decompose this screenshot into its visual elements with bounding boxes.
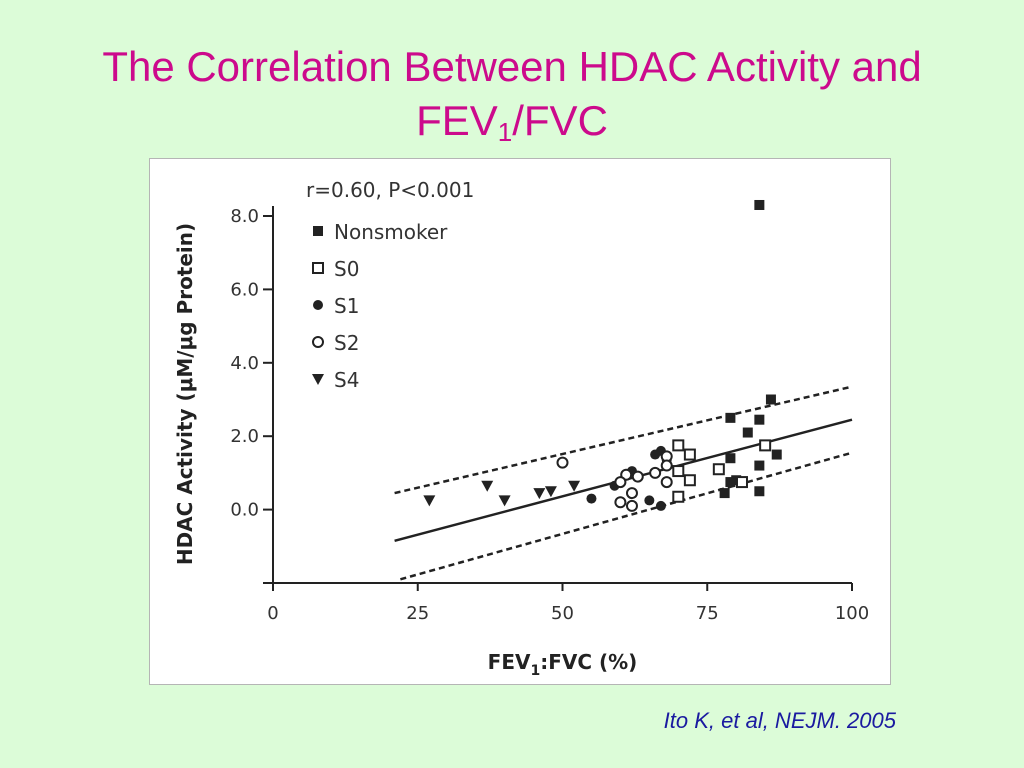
legend-marker-s4 <box>312 374 324 385</box>
point-s4-3 <box>533 488 546 500</box>
point-s0-4 <box>672 465 685 478</box>
point-nonsmoker-6 <box>725 453 736 464</box>
point-s1-6 <box>644 495 655 506</box>
legend-label-s2: S2 <box>334 331 359 355</box>
point-s1-5 <box>586 493 597 504</box>
point-s4-0 <box>423 495 436 507</box>
title-subscript: 1 <box>497 117 513 147</box>
point-s0-6 <box>683 474 696 487</box>
x-tick-label-3: 75 <box>696 603 719 624</box>
legend-marker-s1 <box>313 300 323 310</box>
point-nonsmoker-7 <box>754 460 765 471</box>
point-s2-6 <box>614 476 627 489</box>
point-nonsmoker-3 <box>754 414 765 425</box>
point-nonsmoker-0 <box>754 199 765 210</box>
point-s0-2 <box>683 448 696 461</box>
point-s2-9 <box>614 496 627 509</box>
point-nonsmoker-10 <box>719 488 730 499</box>
x-tick-label-1: 25 <box>406 603 429 624</box>
series-s2 <box>556 450 673 512</box>
point-nonsmoker-9 <box>725 477 736 488</box>
point-s2-8 <box>625 487 638 500</box>
data-points <box>423 199 782 512</box>
legend-marker-s2 <box>312 336 324 348</box>
y-tick-label-1: 2.0 <box>230 426 259 447</box>
x-tick-label-4: 100 <box>835 603 869 624</box>
series-s0 <box>672 439 772 503</box>
point-s0-1 <box>759 439 772 452</box>
legend-label-s1: S1 <box>334 294 359 318</box>
title-line-2: FEV1/FVC <box>0 94 1024 148</box>
point-s2-7 <box>660 476 673 489</box>
y-axis-title: HDAC Activity (μM/μg Protein) <box>173 223 197 565</box>
point-s4-2 <box>498 495 511 507</box>
point-nonsmoker-1 <box>765 394 776 405</box>
confidence-lower-line <box>400 451 853 581</box>
point-nonsmoker-4 <box>742 427 753 438</box>
chart-legend: r=0.60, P<0.001 Nonsmoker S0 S1 S2 S4 <box>306 178 474 392</box>
point-nonsmoker-2 <box>725 412 736 423</box>
point-s4-4 <box>544 486 557 498</box>
point-s2-0 <box>556 456 569 469</box>
x-axis-title: FEV1:FVC (%) <box>488 650 638 679</box>
point-s0-3 <box>712 463 725 476</box>
series-s4 <box>423 480 581 507</box>
point-s2-4 <box>649 466 662 479</box>
point-s2-2 <box>660 459 673 472</box>
point-s0-7 <box>672 490 685 503</box>
figure-panel: 0 25 50 75 100 0.0 2.0 4.0 6.0 8.0 FEV1:FVC (%) HDA… <box>149 158 891 685</box>
legend-label-s4: S4 <box>334 368 359 392</box>
point-nonsmoker-11 <box>754 486 765 497</box>
legend-label-s0: S0 <box>334 257 359 281</box>
title-fev: FEV <box>416 97 498 144</box>
legend-marker-s0 <box>312 262 324 274</box>
y-tick-label-4: 8.0 <box>230 206 259 227</box>
y-tick-label-0: 0.0 <box>230 500 259 521</box>
chart-axes: 0 25 50 75 100 0.0 2.0 4.0 6.0 8.0 FEV1:FVC (%) HDA… <box>173 206 869 679</box>
legend-label-nonsmoker: Nonsmoker <box>334 220 448 244</box>
scatter-chart: 0 25 50 75 100 0.0 2.0 4.0 6.0 8.0 FEV1:FVC (%) HDA… <box>173 178 869 679</box>
x-tick-label-2: 50 <box>551 603 574 624</box>
point-s1-1 <box>650 449 661 460</box>
point-s4-5 <box>568 480 581 492</box>
point-s0-0 <box>672 439 685 452</box>
y-tick-label-3: 6.0 <box>230 279 259 300</box>
correlation-annotation: r=0.60, P<0.001 <box>306 178 474 202</box>
point-nonsmoker-5 <box>771 449 782 460</box>
point-s2-5 <box>631 470 644 483</box>
legend-marker-nonsmoker <box>313 226 323 236</box>
point-s1-7 <box>655 500 666 511</box>
y-tick-label-2: 4.0 <box>230 353 259 374</box>
citation: Ito K, et al, NEJM. 2005 <box>663 708 896 733</box>
point-s2-10 <box>625 499 638 512</box>
x-tick-label-0: 0 <box>267 603 278 624</box>
title-fvc: /FVC <box>512 97 608 144</box>
slide-title: The Correlation Between HDAC Activity an… <box>0 40 1024 148</box>
point-s4-1 <box>481 480 494 492</box>
point-s0-5 <box>735 476 748 489</box>
series-nonsmoker <box>719 199 782 499</box>
title-line-1: The Correlation Between HDAC Activity an… <box>102 43 922 90</box>
